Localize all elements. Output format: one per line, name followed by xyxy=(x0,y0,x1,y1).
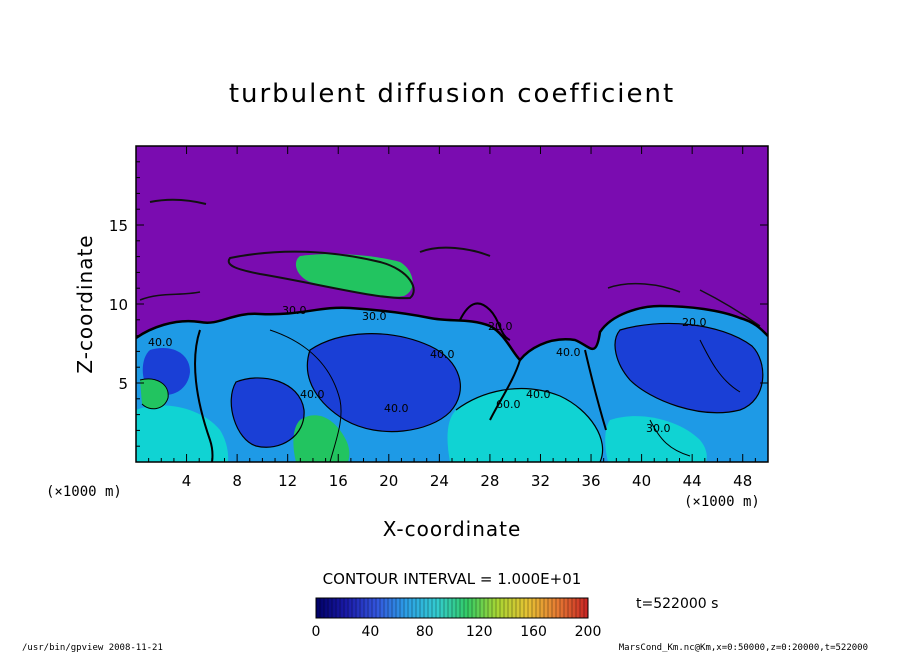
x-tick-label: 12 xyxy=(278,472,297,490)
x-tick-label: 16 xyxy=(329,472,348,490)
x-tick-label: 40 xyxy=(632,472,651,490)
y-tick-label: 10 xyxy=(109,296,128,314)
contour-label: 60.0 xyxy=(496,398,521,411)
contour-line xyxy=(194,329,214,462)
field-low-region xyxy=(231,377,305,448)
x-unit-label-right: (×1000 m) xyxy=(684,494,760,510)
y-axis: 5 10 15 xyxy=(109,161,768,447)
contour-label: 40.0 xyxy=(526,388,551,401)
y-tick-label: 15 xyxy=(109,217,128,235)
upper-filament xyxy=(419,246,491,257)
x-tick-label: 24 xyxy=(430,472,449,490)
x-tick-label: 32 xyxy=(531,472,550,490)
colorbar-tick-label: 160 xyxy=(520,624,547,640)
y-tick-label: 5 xyxy=(118,375,128,393)
x-tick-label: 4 xyxy=(182,472,192,490)
colorbar: 0 40 80 120 160 200 xyxy=(312,597,602,640)
colorbar-tick-label: 120 xyxy=(466,624,493,640)
field-low-region xyxy=(307,333,461,432)
field-green-region xyxy=(293,415,350,462)
field-cyan-region xyxy=(447,388,603,462)
time-label: t=522000 s xyxy=(636,596,718,612)
x-tick-label: 36 xyxy=(581,472,600,490)
contour-line xyxy=(136,304,768,362)
contour-label: 20.0 xyxy=(682,316,707,329)
colorbar-tick-label: 80 xyxy=(416,624,434,640)
x-tick-label: 20 xyxy=(379,472,398,490)
contour-line xyxy=(459,302,511,341)
contour-label: 40.0 xyxy=(430,348,455,361)
contour-label: 40.0 xyxy=(148,336,173,349)
x-tick-label: 28 xyxy=(480,472,499,490)
plot-area: 40.0 30.0 30.0 40.0 40.0 20.0 40.0 40.0 … xyxy=(136,146,768,462)
field-cyan-region xyxy=(136,405,229,462)
x-tick-label: 44 xyxy=(683,472,702,490)
contour-line xyxy=(269,329,342,462)
upper-filament xyxy=(607,282,761,327)
field-green-region xyxy=(295,254,413,297)
contour-interval: CONTOUR INTERVAL = 1.000E+01 xyxy=(323,570,582,588)
contour-label: 30.0 xyxy=(282,304,307,317)
contour-labels: 40.0 30.0 30.0 40.0 40.0 20.0 40.0 40.0 … xyxy=(148,304,707,435)
y-axis-title: Z-coordinate xyxy=(73,234,97,373)
field-low-region xyxy=(615,323,763,413)
colorbar-tick-label: 40 xyxy=(361,624,379,640)
chart-title: turbulent diffusion coefficient xyxy=(229,79,675,109)
contour-label: 20.0 xyxy=(488,320,513,333)
contour-line xyxy=(489,349,607,431)
field-cyan-region xyxy=(605,416,707,462)
field-green-region xyxy=(140,378,169,409)
contour-line xyxy=(614,322,764,414)
contour-line xyxy=(649,339,741,457)
contour-label: 40.0 xyxy=(384,402,409,415)
x-tick-label: 8 xyxy=(232,472,242,490)
footer-left: /usr/bin/gpview 2008-11-21 xyxy=(22,643,163,653)
x-tick-label: 48 xyxy=(733,472,752,490)
upper-filament xyxy=(139,291,201,301)
colorbar-tick-label: 0 xyxy=(312,624,321,640)
upper-filament xyxy=(149,198,207,205)
contour-line xyxy=(139,378,169,410)
contour-label: 40.0 xyxy=(300,388,325,401)
colorbar-ticks: 0 40 80 120 160 200 xyxy=(312,624,602,640)
contour-label: 40.0 xyxy=(556,346,581,359)
upper-filament xyxy=(227,250,415,300)
x-axis-title: X-coordinate xyxy=(383,517,522,541)
contour-line xyxy=(306,333,461,433)
colorbar-tick-label: 200 xyxy=(575,624,602,640)
contour-line xyxy=(230,377,305,448)
contour-line xyxy=(455,387,604,462)
colorbar-stripes xyxy=(319,598,585,618)
footer-right: MarsCond_Km.nc@Km,x=0:50000,z=0:20000,t=… xyxy=(619,643,868,653)
contour-label: 30.0 xyxy=(646,422,671,435)
x-axis: 4 8 12 16 20 24 28 32 36 40 44 48 xyxy=(148,146,756,490)
contour-label: 30.0 xyxy=(362,310,387,323)
x-unit-label-left: (×1000 m) xyxy=(46,484,122,500)
